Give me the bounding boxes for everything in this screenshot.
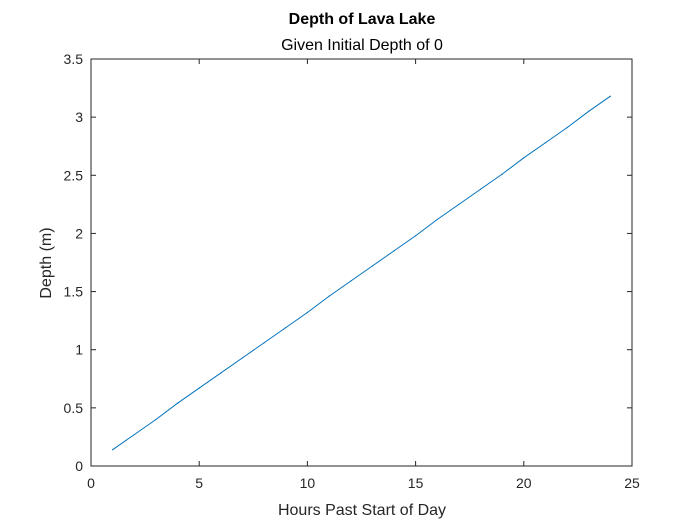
- x-axis: 0 5 10 15 20 25: [87, 59, 640, 491]
- data-point: [371, 265, 373, 267]
- data-point: [393, 250, 395, 252]
- data-point: [263, 342, 265, 344]
- x-tick-label: 0: [87, 475, 95, 491]
- y-tick-label: 1.5: [64, 284, 84, 300]
- y-tick-label: 1: [75, 342, 83, 358]
- chart-subtitle: Given Initial Depth of 0: [281, 37, 443, 54]
- y-tick-label: 3: [75, 109, 83, 125]
- data-point: [155, 418, 157, 421]
- data-point: [479, 188, 482, 190]
- x-tick-label: 15: [408, 475, 424, 491]
- y-tick-label: 2.5: [64, 167, 84, 183]
- data-point: [241, 357, 244, 359]
- y-tick-label: 0.5: [64, 400, 84, 416]
- data-point: [458, 203, 460, 205]
- data-point: [198, 387, 200, 389]
- axes-box: [90, 58, 633, 467]
- x-tick-label: 5: [195, 475, 203, 491]
- data-point: [523, 157, 525, 159]
- data-point: [350, 280, 352, 282]
- data-point: [566, 127, 568, 129]
- data-point: [306, 311, 308, 314]
- data-point: [501, 173, 503, 175]
- y-tick-label: 0: [75, 458, 83, 474]
- y-tick-label: 3.5: [64, 51, 84, 67]
- data-point: [609, 95, 611, 97]
- data-point: [415, 235, 417, 237]
- data-point: [176, 402, 179, 404]
- chart-title: Depth of Lava Lake: [289, 11, 436, 28]
- data-point: [285, 327, 287, 329]
- data-point: [436, 218, 438, 221]
- y-axis-label: Depth (m): [38, 227, 55, 298]
- x-tick-label: 10: [300, 475, 316, 491]
- data-point: [328, 295, 330, 297]
- y-tick-label: 2: [75, 225, 83, 241]
- data-point: [588, 110, 590, 112]
- x-tick-label: 20: [516, 475, 532, 491]
- series-line: [112, 95, 611, 451]
- data-point: [544, 142, 547, 144]
- data-point: [133, 434, 135, 436]
- y-axis: 0 0.5 1 1.5 2 2.5 3 3.5: [64, 51, 632, 474]
- plot-area: [112, 95, 611, 451]
- data-point: [220, 372, 222, 374]
- axes: [90, 58, 633, 467]
- x-tick-label: 25: [624, 475, 640, 491]
- data-point: [112, 449, 114, 451]
- x-axis-label: Hours Past Start of Day: [278, 502, 446, 519]
